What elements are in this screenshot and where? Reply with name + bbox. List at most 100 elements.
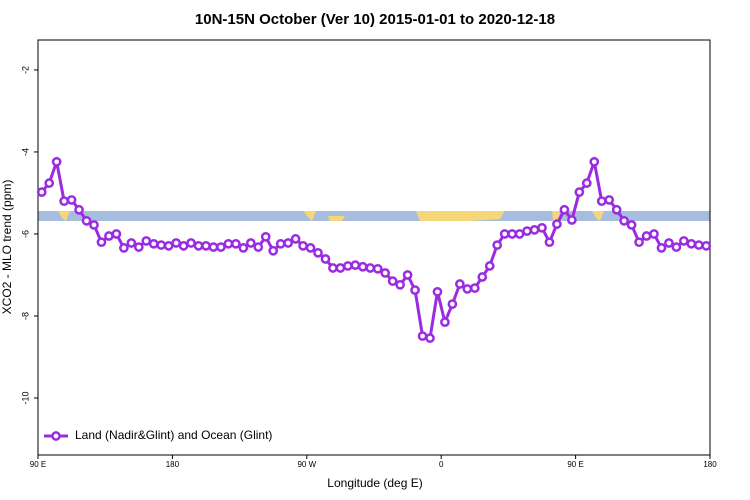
point <box>477 272 488 282</box>
point <box>298 241 308 251</box>
point <box>89 220 99 230</box>
point <box>231 238 241 249</box>
point <box>313 247 323 258</box>
y-tick-label: -10 <box>20 391 30 404</box>
point <box>171 238 181 248</box>
point <box>589 156 600 167</box>
point <box>671 242 682 252</box>
point <box>260 231 271 242</box>
x-tick-label: 90 W <box>297 460 316 469</box>
point <box>574 187 585 197</box>
point <box>253 242 264 252</box>
x-tick-label: 0 <box>439 460 444 469</box>
point <box>141 236 152 246</box>
point <box>387 276 398 286</box>
point <box>537 222 547 233</box>
land-ocean-strip <box>38 211 710 221</box>
point <box>440 317 450 327</box>
point <box>484 261 495 271</box>
point <box>604 195 615 205</box>
point <box>462 284 473 294</box>
point <box>104 231 114 241</box>
point <box>581 178 592 188</box>
point <box>499 229 510 239</box>
point <box>469 283 480 293</box>
point <box>81 215 92 226</box>
point <box>425 333 435 343</box>
point <box>74 204 84 215</box>
point <box>320 254 331 264</box>
point <box>664 238 674 248</box>
point <box>328 263 338 273</box>
point <box>395 279 405 290</box>
point <box>245 238 256 248</box>
point <box>634 237 644 248</box>
point <box>275 238 286 249</box>
point <box>201 241 211 251</box>
point <box>492 240 503 250</box>
point <box>552 219 562 229</box>
point <box>290 234 301 244</box>
y-tick-label: -2 <box>20 66 30 74</box>
point <box>163 241 174 251</box>
point <box>66 195 77 205</box>
point <box>402 270 413 280</box>
point <box>59 196 69 207</box>
point <box>455 279 465 289</box>
point <box>283 238 293 248</box>
point <box>544 237 555 248</box>
point <box>305 243 316 253</box>
point <box>193 241 204 251</box>
point <box>208 242 219 252</box>
point <box>656 243 667 253</box>
point <box>410 285 420 295</box>
point <box>133 242 144 252</box>
point <box>238 243 249 253</box>
point <box>223 238 234 249</box>
point <box>701 241 712 251</box>
point <box>679 236 689 246</box>
point <box>44 178 55 188</box>
point <box>156 240 167 250</box>
point <box>596 196 607 207</box>
point <box>96 237 107 248</box>
point <box>350 260 361 270</box>
point <box>36 187 47 197</box>
point <box>335 263 346 273</box>
point <box>186 238 196 248</box>
point <box>126 238 137 248</box>
point <box>365 263 376 273</box>
point <box>119 243 129 253</box>
point <box>514 229 525 239</box>
point <box>559 204 570 215</box>
point <box>51 156 62 167</box>
point <box>611 204 622 215</box>
point <box>626 220 637 230</box>
point <box>686 238 697 249</box>
x-tick-label: 180 <box>703 460 717 469</box>
point <box>357 261 368 272</box>
point <box>216 242 226 252</box>
x-axis-label: Longitude (deg E) <box>327 476 422 490</box>
y-axis-label: XCO2 - MLO trend (ppm) <box>0 180 14 315</box>
point <box>343 261 353 271</box>
point <box>447 299 458 309</box>
point <box>417 331 428 341</box>
y-tick-label: -4 <box>20 148 30 156</box>
point <box>567 215 577 225</box>
legend-marker <box>51 431 61 441</box>
point <box>268 245 279 256</box>
point <box>649 229 659 239</box>
point <box>380 268 391 278</box>
point <box>529 225 540 235</box>
y-tick-label: -8 <box>20 312 30 320</box>
point <box>432 286 443 297</box>
y-tick-label: -6 <box>20 230 30 238</box>
x-tick-label: 90 E <box>567 460 583 469</box>
point <box>148 238 159 249</box>
x-tick-label: 180 <box>166 460 180 469</box>
point <box>178 241 189 251</box>
point <box>619 215 629 226</box>
point <box>641 231 652 241</box>
